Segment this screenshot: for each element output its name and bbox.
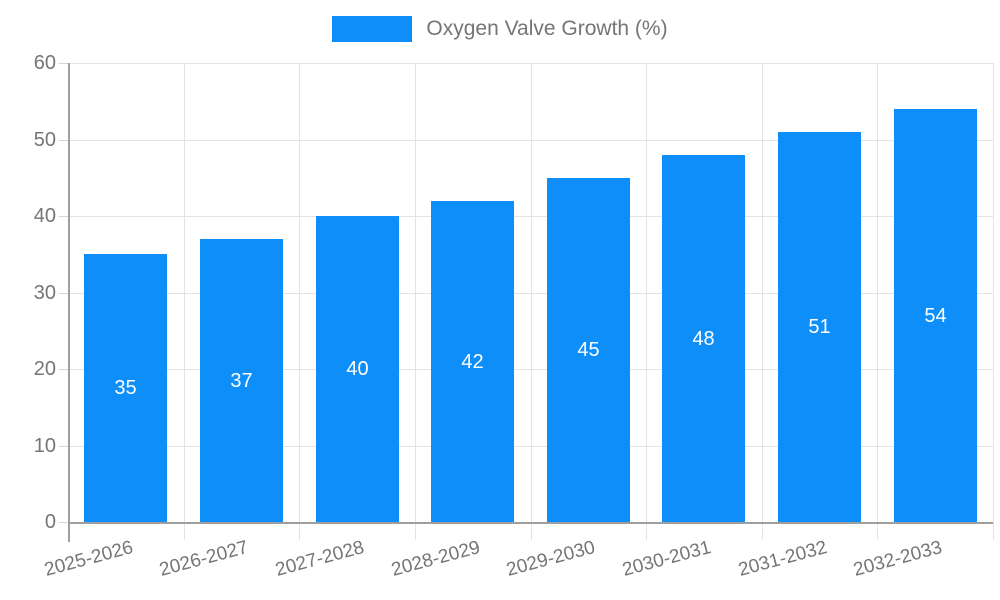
legend-swatch (332, 16, 413, 42)
y-axis-tick (59, 140, 68, 141)
bar-2030-2031[interactable] (662, 155, 745, 522)
y-axis-tick-label: 0 (44, 511, 56, 533)
gridline-horizontal (68, 446, 993, 447)
y-axis-tick-label: 10 (33, 435, 56, 457)
bar-2031-2032[interactable] (778, 132, 861, 522)
gridline-vertical (877, 63, 878, 540)
gridline-horizontal (68, 140, 993, 141)
bar-value-label: 54 (924, 305, 947, 327)
bar-value-label: 45 (577, 339, 600, 361)
chart-legend[interactable]: Oxygen Valve Growth (%) (0, 16, 1000, 42)
bar-2027-2028[interactable] (316, 216, 399, 522)
y-axis-tick (59, 446, 68, 447)
gridline-vertical (646, 63, 647, 540)
bar-value-label: 51 (808, 316, 831, 338)
gridline-vertical (184, 63, 185, 540)
y-axis-tick (59, 216, 68, 217)
y-axis-tick-label: 20 (33, 358, 56, 380)
bar-2029-2030[interactable] (547, 178, 630, 522)
y-axis-tick-label: 40 (33, 205, 56, 227)
gridline-vertical (415, 63, 416, 540)
y-axis-tick-label: 60 (33, 52, 56, 74)
y-axis-tick (59, 63, 68, 64)
bar-2028-2029[interactable] (431, 201, 514, 522)
bar-value-label: 42 (461, 351, 484, 373)
gridline-vertical (993, 63, 994, 540)
y-axis-line (68, 63, 70, 542)
gridline-horizontal (68, 216, 993, 217)
bar-2026-2027[interactable] (200, 239, 283, 522)
y-axis-tick (59, 522, 68, 523)
gridline-vertical (531, 63, 532, 540)
bar-value-label: 48 (692, 328, 715, 350)
bar-value-label: 40 (346, 358, 369, 380)
gridline-vertical (299, 63, 300, 540)
y-axis-tick (59, 293, 68, 294)
bar-value-label: 37 (230, 370, 253, 392)
bar-2032-2033[interactable] (894, 109, 977, 522)
bar-2025-2026[interactable] (84, 254, 167, 522)
gridline-vertical (762, 63, 763, 540)
bar-value-label: 35 (114, 377, 137, 399)
gridline-horizontal (68, 369, 993, 370)
x-axis-line (68, 522, 993, 524)
legend-label: Oxygen Valve Growth (%) (426, 17, 668, 40)
gridline-horizontal (68, 293, 993, 294)
gridline-horizontal (68, 63, 993, 64)
y-axis-tick-label: 50 (33, 129, 56, 151)
y-axis-tick (59, 369, 68, 370)
y-axis-tick-label: 30 (33, 282, 56, 304)
